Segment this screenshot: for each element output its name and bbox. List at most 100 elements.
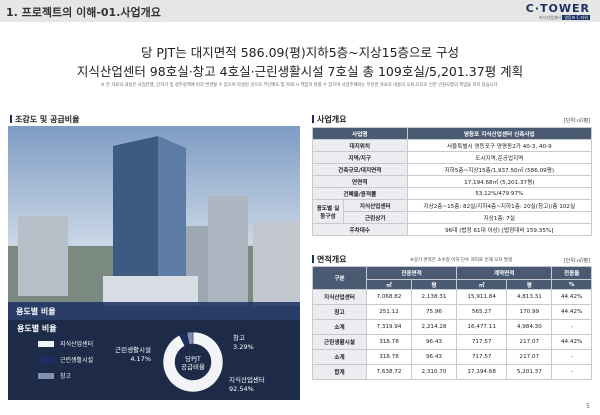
slice-label: 창고 <box>233 334 245 342</box>
cell: 5,201.37 <box>506 364 553 380</box>
legend-label: 창고 <box>60 372 72 380</box>
cell: 2,310.70 <box>410 364 457 380</box>
row-label: 근린생활시설 <box>312 334 367 350</box>
chart-heading: 용도별 비율 <box>12 323 57 334</box>
subheader-cell: 평 <box>410 279 457 290</box>
table-row: 건폐율/용적률 53.12%/479.97% <box>312 187 593 200</box>
row-label: 사업명 <box>312 127 408 140</box>
row-label: 용도별 실등구성 <box>312 199 344 224</box>
table-row: 용도별 실등구성 지식산업센터 지상2층~15층: 82실/지하4층~지하1층: 2… <box>312 199 593 224</box>
slice-label: 근린생활시설 <box>115 345 151 354</box>
cell: 4,984.30 <box>506 319 553 335</box>
row-label: 주차대수 <box>312 223 408 236</box>
row-sublabel: 근린상가 <box>343 211 408 224</box>
table-row: 지역/지구 도시지역,준공업지역 <box>312 151 593 164</box>
table-row: 연면적 17,194.68㎡ (5,201.37평) <box>312 175 593 188</box>
chart-panel <box>8 320 300 400</box>
table-row: 소계 7,319.94 2,214.28 16,477.11 4,984.30- <box>312 319 592 335</box>
legend-swatch <box>38 341 54 347</box>
table-row: 지식산업센터 7,068.82 2,138.31 15,911.84 4,813.31 4… <box>312 289 592 305</box>
row-label: 건축규모/대지면적 <box>312 163 408 176</box>
area-heading: 면적개요 <box>312 254 346 265</box>
pie-slice <box>162 331 224 393</box>
overview-table: 사업명 영등포 지식산업센터 신축사업 대지위치 서울특별시 영등포구 양평동2가 4… <box>312 127 593 236</box>
table-row: 건축규모/대지면적 지하5층~지상15층/1,937.50㎡ (586.09평) <box>312 163 593 176</box>
cell: 7,068.82 <box>365 289 412 305</box>
cell: 4,813.31 <box>506 289 553 305</box>
row-value: 영등포 지식산업센터 신축사업 <box>406 127 593 140</box>
row-label: 지역/지구 <box>312 151 408 164</box>
row-label: 지식산업센터 <box>312 289 367 305</box>
cell: 717.57 <box>455 349 508 365</box>
row-label: 대지위치 <box>312 139 408 152</box>
table-row: 주차대수 96대 (법정 61대 이상) [법정대비 159.35%] <box>312 223 593 236</box>
image-caption: 용도별 비율 <box>16 306 56 316</box>
disclaimer: ※ 본 자료의 내용은 사업진행, 인허가 및 정부정책에 따라 변경될 수 있… <box>101 83 499 88</box>
area-note: ※상기 면적은 소수점 이하 단수 처리로 인해 오차 발생 <box>410 258 513 263</box>
area-unit: [단위:㎡/평] <box>563 258 590 264</box>
cell: - <box>551 319 592 335</box>
cell: 217.07 <box>506 349 553 365</box>
table-row: 근린생활시설 318.78 96.43 717.57 217.07 44.42% <box>312 334 592 350</box>
slice-value: 92.54% <box>229 385 254 393</box>
subheader-row: ㎡ 평 ㎡ 평% <box>313 279 592 290</box>
cell: 170.99 <box>506 304 553 320</box>
subheader-cell: ㎡ <box>455 279 508 290</box>
row-label: 소계 <box>312 319 367 335</box>
center-label: 공급비율 <box>181 362 205 371</box>
rendering: 용도별 비율 <box>8 126 300 320</box>
cell: 96.43 <box>410 349 457 365</box>
cell: 318.78 <box>365 334 412 350</box>
row-value: 서울특별시 영등포구 양평동2가 40-3, 40-9 <box>406 139 593 152</box>
cell: 7,319.94 <box>365 319 412 335</box>
cell: 44.42% <box>551 304 592 320</box>
legend-label: 지식산업센터 <box>60 340 93 348</box>
legend-swatch <box>38 373 54 379</box>
header-row: 구분 전용면적 계약면적 전용율 <box>312 266 592 290</box>
page-number: 5 <box>586 403 590 410</box>
row-sublabel: 지식산업센터 <box>343 199 408 212</box>
row-value: 지상2층~15층: 82실/지하4층~지하1층: 20실(창고)/총 102실 <box>406 199 593 212</box>
header-bar <box>0 0 600 22</box>
donut-hole <box>175 344 211 380</box>
header-cell: 전용율 <box>551 266 592 280</box>
pie-slice <box>186 331 194 345</box>
row-label: 창고 <box>312 304 367 320</box>
row-value: 17,194.68㎡ (5,201.37평) <box>406 175 593 188</box>
cell: 44.42% <box>551 334 592 350</box>
headline-2: 지식산업센터 98호실·창고 4호실·근린생활시설 7호실 총 109호실/5,… <box>76 64 524 79</box>
cell: 217.07 <box>506 334 553 350</box>
cell: 96.43 <box>410 334 457 350</box>
table-row: 합계 7,638.72 2,310.70 17,194.68 5,201.37- <box>312 364 592 380</box>
row-label: 건폐율/용적률 <box>312 187 408 200</box>
cell: 16,477.11 <box>455 319 508 335</box>
cell: 44.42% <box>551 289 592 305</box>
logo-sub-text: 지식산업센터 <box>538 15 561 20</box>
headline-1: 당 PJT는 대지면적 586.09(평)지하5층~지상15층으로 구성 <box>140 45 460 60</box>
logo-sub: 지식산업센터 영등포 C·타워 <box>539 15 590 21</box>
overview-unit: [단위:㎡/평] <box>563 118 590 124</box>
row-label: 합계 <box>312 364 367 380</box>
row-label: 연면적 <box>312 175 408 188</box>
subheader-cell: 평 <box>506 279 553 290</box>
area-table: 구분 전용면적 계약면적 전용율 ㎡ 평 ㎡ 평% 지식산업센터 7,068.82 2,138.31… <box>312 266 592 380</box>
table-row: 사업명 영등포 지식산업센터 신축사업 <box>312 127 593 140</box>
cell: 17,194.68 <box>455 364 508 380</box>
cell: - <box>551 349 592 365</box>
row-value: 96대 (법정 61대 이상) [법정대비 159.35%] <box>406 223 593 236</box>
subheader-cell: % <box>551 279 592 290</box>
cell: 7,638.72 <box>365 364 412 380</box>
overview-heading: 사업개요 <box>312 114 346 125</box>
legend-label: 근린생활시설 <box>60 356 93 364</box>
row-value: 지상1층: 7실 <box>406 211 593 224</box>
row-value: 지하5층~지상15층/1,937.50㎡ (586.09평) <box>406 163 593 176</box>
legend-swatch <box>38 357 54 363</box>
cell: 15,911.84 <box>455 289 508 305</box>
table-row: 근린상가 지상1층: 7실 <box>313 211 593 224</box>
row-label: 소계 <box>312 349 367 365</box>
logo: C·TOWER <box>525 2 590 15</box>
header-title: 1. 프로젝트의 이해-01.사업개요 <box>6 6 161 19</box>
table-row: 창고 251.12 75.96 565.27 170.99 44.42% <box>312 304 592 320</box>
